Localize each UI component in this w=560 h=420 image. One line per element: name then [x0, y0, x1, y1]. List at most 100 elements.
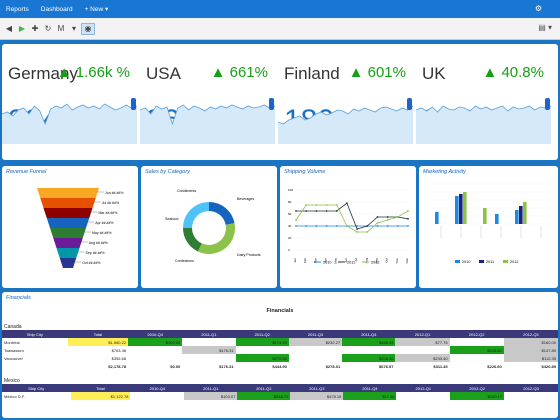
- x-tick-label: May: [334, 258, 338, 264]
- total-cell: $226.60: [487, 363, 502, 369]
- total-cell: $278.01: [325, 363, 341, 369]
- total-cell: $420.89: [541, 363, 556, 369]
- legend-item: 2010: [323, 261, 331, 265]
- kpi-sparkline: [416, 105, 552, 144]
- legend-item: 2012: [510, 260, 518, 264]
- legend-item: 2010: [462, 260, 470, 264]
- folder-icon[interactable]: ▤ ▾: [538, 23, 552, 32]
- total-row: $2,178.78 $0.00 $176.31 $444.90 $278.01 $676.…: [2, 362, 558, 370]
- financials-panel: Financials Financials Canada Ship City To…: [2, 292, 558, 418]
- x-tick-label: Jan: [293, 258, 297, 263]
- column-header[interactable]: 2011-Q2: [235, 330, 289, 338]
- column-header[interactable]: 2011-Q1: [182, 330, 236, 338]
- column-header[interactable]: 2011-Q3: [290, 384, 344, 392]
- column-header[interactable]: 2011-Q4: [343, 384, 397, 392]
- column-header[interactable]: Ship City: [2, 330, 68, 338]
- funnel-label: Sep ##.##%: [86, 251, 105, 255]
- funnel-segment: [53, 238, 83, 248]
- table-row: Vancouver $355.68 $270.00 $208.00 $233.40 $11…: [2, 354, 558, 362]
- table-cell: Tsawassen: [4, 347, 24, 353]
- table-cell: $226.60: [449, 346, 504, 354]
- x-tick-label: Mar: [313, 258, 317, 263]
- column-header[interactable]: 2011-Q3: [288, 330, 343, 338]
- column-header[interactable]: 2012-Q3: [504, 384, 558, 392]
- legend-item: 2012: [371, 261, 379, 265]
- column-header[interactable]: 2011-Q1: [184, 384, 238, 392]
- data-point: [366, 231, 369, 233]
- category-label: Confections: [175, 259, 194, 263]
- selected-view-icon[interactable]: ◉: [81, 22, 95, 35]
- data-point: [386, 219, 389, 221]
- column-header[interactable]: Total: [67, 330, 129, 338]
- donut-slice: [183, 228, 202, 252]
- table-cell: $112.35: [503, 354, 558, 362]
- series-line: [296, 202, 409, 230]
- add-icon[interactable]: ✚: [31, 24, 39, 33]
- table-cell: México D.F.: [4, 393, 25, 399]
- kpi-change: ▲ 1.66k %: [56, 64, 130, 81]
- column-header[interactable]: 2010-Q4: [130, 384, 185, 392]
- funnel-segment: [46, 218, 90, 228]
- data-point: [335, 225, 338, 227]
- menu-icon[interactable]: M: [57, 24, 65, 33]
- bar: [523, 202, 527, 224]
- column-header[interactable]: 2011-Q4: [342, 330, 396, 338]
- data-point: [407, 217, 409, 220]
- column-header[interactable]: 2012-Q1: [395, 330, 450, 338]
- table-cell: [395, 346, 449, 354]
- y-tick-label: 60: [288, 212, 292, 216]
- data-point: [356, 228, 358, 230]
- nav-reports[interactable]: Reports: [6, 5, 29, 13]
- funnel-segment: [43, 208, 93, 218]
- kpi-sparkline: [2, 103, 138, 144]
- table-cell: $233.40: [395, 354, 450, 362]
- donut-chart: Condiments Beverages Seafood Confections Dai…: [165, 189, 261, 263]
- category-label: Beverages: [237, 197, 254, 201]
- line-chart: 0 20 40 60 80 100 Jan Feb Mar Apr May Jun Jul Aug Sep O…: [288, 188, 409, 265]
- back-icon[interactable]: ◀: [5, 24, 13, 33]
- column-header[interactable]: 2010-Q4: [128, 330, 183, 338]
- table-cell: $348.70: [237, 392, 291, 400]
- table-cell: $176.31: [182, 346, 236, 354]
- dropdown-icon[interactable]: ▾: [71, 24, 76, 33]
- data-point: [396, 225, 399, 227]
- table-cell: Vancouver: [4, 355, 23, 361]
- nav-new-menu[interactable]: + New ▾: [84, 6, 109, 13]
- table-cell: $468.43: [342, 338, 396, 346]
- x-tick-label: Aug: [364, 258, 368, 264]
- category-label: Condiments: [177, 189, 196, 193]
- column-header[interactable]: 2011-Q2: [237, 384, 291, 392]
- table-cell: [128, 354, 182, 362]
- kpi-name: UK: [422, 64, 446, 83]
- column-header[interactable]: 2012-Q1: [396, 384, 451, 392]
- kpi-name: Germany: [8, 64, 78, 83]
- settings-icon[interactable]: ⚙: [534, 4, 542, 13]
- column-header[interactable]: Total: [70, 384, 131, 392]
- data-point: [295, 210, 297, 212]
- funnel-label: Jul ##.##%: [102, 201, 119, 205]
- kpi-name: USA: [146, 64, 181, 83]
- column-header[interactable]: 2012-Q3: [503, 330, 558, 338]
- data-point: [386, 216, 389, 218]
- table-cell: $763.38: [111, 347, 127, 353]
- table-cell: $147.89: [503, 346, 558, 354]
- column-header[interactable]: 2012-Q2: [449, 330, 504, 338]
- funnel-label: Aug ##.##%: [89, 241, 108, 245]
- series-line: [295, 204, 409, 233]
- group-canada: Canada: [4, 324, 22, 330]
- x-tick-label: Oct: [385, 258, 389, 263]
- total-cell: $2,178.78: [108, 363, 127, 369]
- kpi-indicator-icon: [407, 98, 412, 110]
- nav-dashboard[interactable]: Dashboard: [40, 5, 73, 13]
- funnel-label: Oct ##.##%: [82, 261, 100, 265]
- column-header[interactable]: Ship City: [2, 384, 71, 392]
- play-icon[interactable]: ▶: [18, 24, 26, 33]
- category-label: Seafood: [165, 217, 178, 221]
- table-cell: $17.48: [343, 392, 397, 400]
- refresh-icon[interactable]: ↻: [44, 24, 52, 33]
- y-tick-label: 20: [288, 236, 292, 240]
- table-cell: $174.43: [235, 338, 289, 346]
- column-header[interactable]: 2012-Q2: [450, 384, 505, 392]
- data-point: [315, 204, 318, 206]
- table-cell: $77.75: [395, 338, 450, 346]
